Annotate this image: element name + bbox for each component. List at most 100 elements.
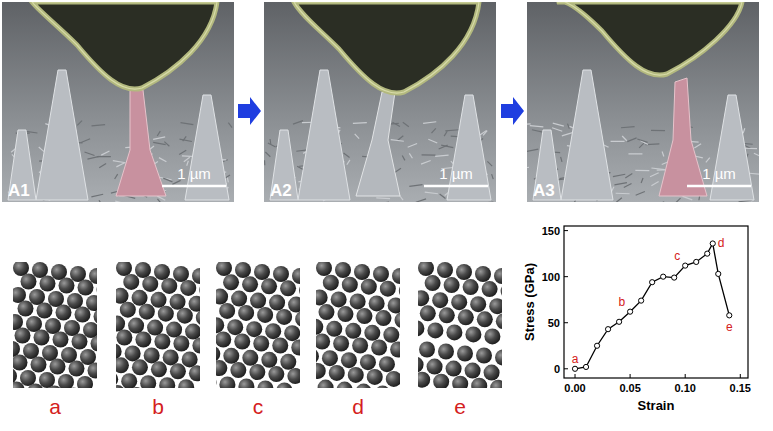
atom [316, 348, 319, 364]
data-point [616, 319, 621, 324]
atom [273, 266, 289, 282]
atom [223, 348, 239, 364]
atom [230, 362, 246, 378]
texture [662, 152, 664, 157]
atom-panel-label: c [253, 395, 264, 418]
y-axis-label: Stress (GPa) [522, 263, 537, 341]
texture [530, 126, 544, 127]
atom [451, 294, 467, 310]
atom [418, 290, 429, 306]
texture [84, 152, 94, 155]
y-tick-label: 0 [554, 363, 560, 375]
texture [754, 153, 759, 157]
texture [444, 131, 447, 136]
atom [253, 336, 269, 352]
atom [144, 347, 160, 363]
atom [446, 361, 462, 377]
atom [489, 298, 502, 314]
atom [418, 262, 434, 276]
atom [452, 376, 468, 388]
texture [77, 121, 82, 126]
texture [749, 173, 759, 174]
atom [484, 328, 500, 344]
atom [32, 262, 48, 278]
atom [419, 342, 435, 358]
atom [116, 371, 118, 387]
atom [42, 345, 58, 361]
atom [51, 264, 67, 280]
x-tick [630, 374, 631, 378]
texture [628, 153, 642, 154]
texture [99, 200, 102, 202]
atom [299, 282, 300, 298]
atom [59, 278, 75, 294]
texture [416, 199, 426, 202]
atom [360, 354, 376, 370]
atom [235, 262, 251, 278]
texture [164, 142, 169, 147]
atom [58, 374, 74, 388]
nanopillar [36, 70, 88, 200]
atom [83, 322, 97, 338]
atom [128, 318, 144, 334]
atom-model [116, 262, 200, 388]
texture [625, 174, 632, 178]
atom [13, 287, 26, 303]
atom [326, 321, 342, 337]
data-point [727, 313, 732, 318]
texture [268, 143, 276, 147]
atom [158, 306, 174, 322]
atom [337, 306, 353, 322]
atom [394, 312, 400, 328]
sem-panel [264, 2, 496, 202]
texture [228, 123, 232, 128]
atom [276, 309, 292, 325]
texture [269, 139, 271, 144]
indenter-tip [294, 2, 479, 93]
figure: A11 µmA21 µmA31 µmabcde0.000.050.100.150… [0, 0, 773, 431]
texture [179, 150, 186, 154]
texture [392, 122, 399, 126]
indenter-tip [557, 2, 742, 75]
atom [159, 377, 175, 388]
atom [269, 295, 285, 311]
panel-label: A2 [270, 181, 292, 200]
data-point [639, 298, 644, 303]
sem-background [2, 2, 234, 202]
data-point [716, 271, 721, 276]
texture [115, 201, 126, 202]
atom-model [216, 262, 300, 388]
atom [375, 386, 391, 388]
texture [181, 123, 194, 125]
atom [318, 304, 334, 320]
atom [26, 316, 42, 332]
atom [192, 338, 200, 354]
x-tick [575, 374, 576, 378]
atom-model [316, 262, 400, 388]
atom [380, 281, 396, 297]
atom [29, 289, 45, 305]
atom [257, 380, 273, 388]
atom [216, 289, 228, 305]
atom [15, 328, 31, 344]
atom [154, 264, 170, 280]
texture [153, 137, 165, 140]
data-point [628, 309, 633, 314]
atom [216, 317, 224, 333]
atom [234, 334, 250, 350]
texture [428, 139, 437, 143]
atom [246, 321, 262, 337]
texture [651, 130, 665, 131]
texture [527, 167, 529, 168]
atom [231, 291, 247, 307]
y-tick-label: 50 [548, 317, 560, 329]
texture [655, 202, 664, 203]
atom [64, 320, 80, 336]
atom [77, 376, 93, 388]
atom [287, 368, 300, 384]
texture [398, 136, 404, 141]
atom [135, 262, 151, 278]
texture [92, 125, 106, 126]
atom [223, 274, 239, 290]
atom [61, 347, 77, 363]
